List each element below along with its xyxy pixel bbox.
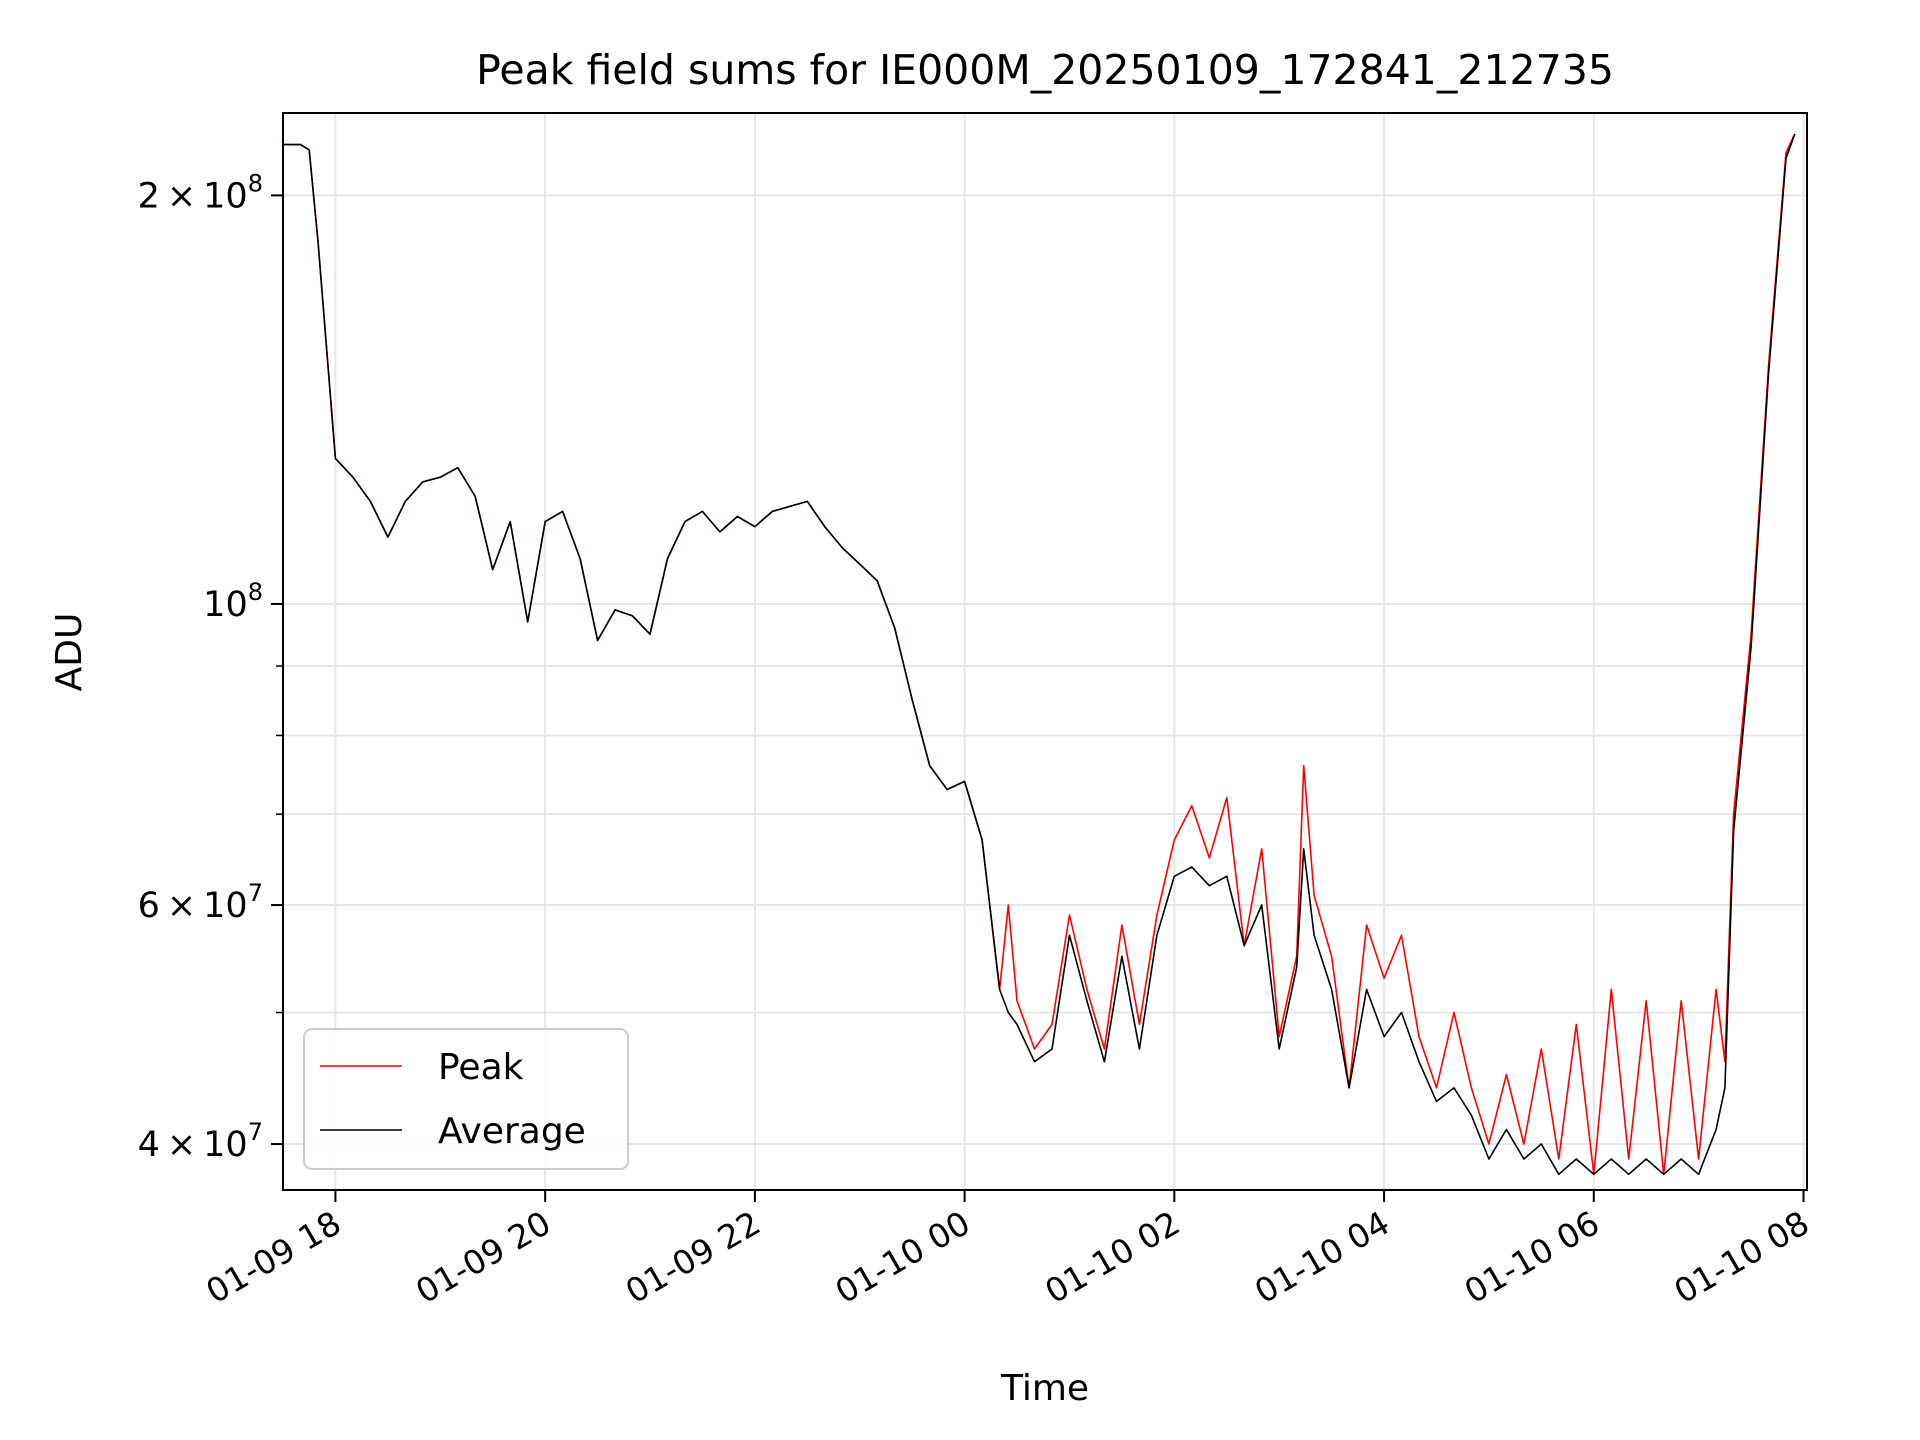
y-axis: 4 × 107 6 × 107 108 2 × 108 [138,169,283,1165]
grid [283,113,1807,1190]
legend-box [303,1028,629,1170]
series-line-average [283,133,1796,1176]
legend: Peak Average [303,1028,629,1170]
y-axis-label: ADU [49,613,90,692]
legend-average-label: Average [438,1111,586,1152]
legend-peak-label: Peak [438,1047,524,1088]
y-tick-label: 6 × 107 [138,879,263,926]
y-tick-label: 4 × 107 [138,1118,263,1165]
x-axis-label: Time [1000,1368,1089,1409]
axes-frame [282,112,1808,1191]
y-tick-label: 108 [203,578,263,625]
y-tick-label: 2 × 108 [138,169,263,216]
plot-lines [283,133,1796,1176]
chart-title: Peak field sums for IE000M_20250109_1728… [476,46,1614,94]
